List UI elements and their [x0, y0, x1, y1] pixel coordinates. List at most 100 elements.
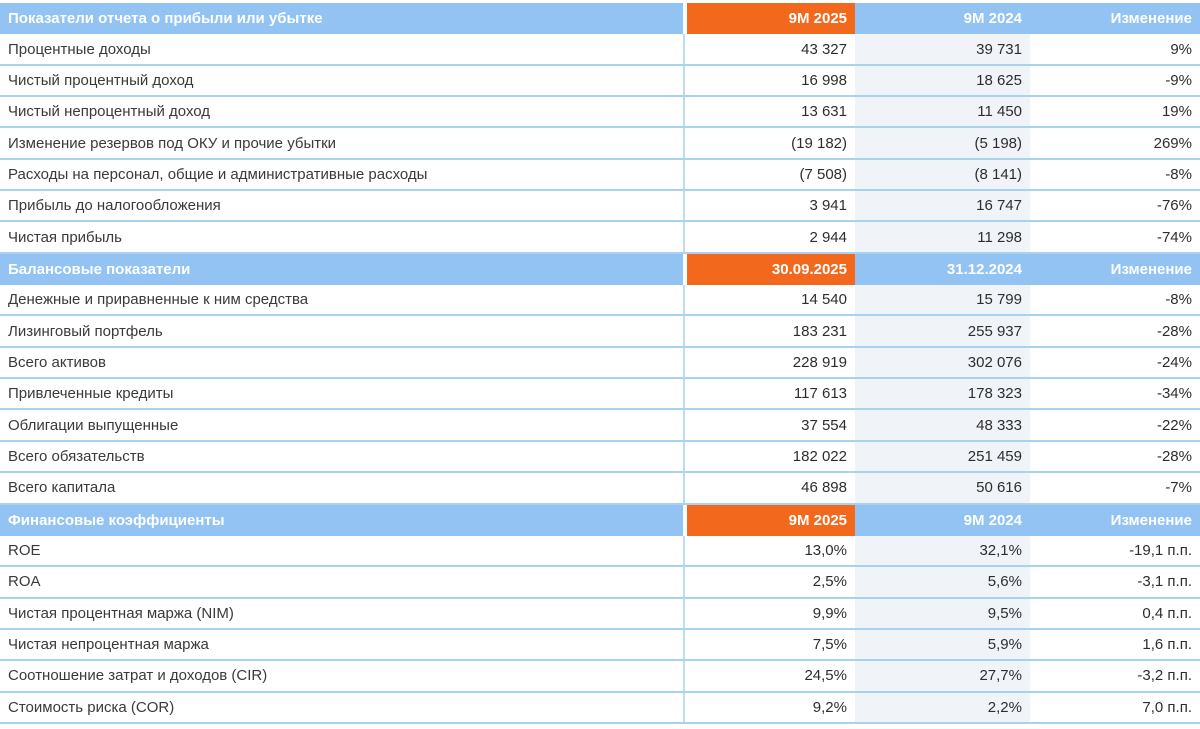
table-row: Лизинговый портфель 183 231 255 937 -28%	[0, 316, 1200, 348]
row-label: Чистая прибыль	[8, 228, 122, 246]
row-label: Расходы на персонал, общие и администрат…	[8, 165, 428, 183]
value-change: 0,4 п.п.	[1142, 604, 1192, 622]
value-change: 269%	[1153, 134, 1192, 152]
value-change: 7,0 п.п.	[1142, 698, 1192, 716]
value-period1: 117 613	[683, 379, 855, 409]
value-period2: 178 323	[855, 379, 1030, 409]
value-period1: 228 919	[683, 347, 855, 378]
column-header-period1: 30.09.2025	[683, 253, 855, 286]
value-period2: (5 198)	[855, 128, 1030, 158]
row-label: Соотношение затрат и доходов (CIR)	[8, 667, 268, 685]
table-row: Чистый процентный доход 16 998 18 625 -9…	[0, 65, 1200, 98]
table-row: Облигации выпущенные 37 554 48 333 -22%	[0, 410, 1200, 442]
value-period1: 3 941	[683, 191, 855, 221]
table-row: Стоимость риска (COR) 9,2% 2,2% 7,0 п.п.	[0, 692, 1200, 724]
row-label: Изменение резервов под ОКУ и прочие убыт…	[8, 134, 337, 152]
table-row: ROE 13,0% 32,1% -19,1 п.п.	[0, 535, 1200, 568]
value-change: -7%	[1165, 479, 1192, 497]
column-header-period2: 9M 2024	[855, 3, 1030, 35]
row-label: ROA	[8, 573, 41, 591]
value-period1: 9,2%	[683, 692, 855, 722]
value-period1: 14 540	[683, 285, 855, 315]
value-change: -19,1 п.п.	[1129, 542, 1192, 560]
column-header-change: Изменение	[1030, 504, 1200, 536]
table-row: Процентные доходы 43 327 39 731 9%	[0, 34, 1200, 66]
value-period1: 183 231	[683, 316, 855, 346]
row-label: Прибыль до налогообложения	[8, 197, 221, 215]
value-period2: 5,9%	[855, 629, 1030, 660]
value-period1: 46 898	[683, 473, 855, 503]
row-label: Всего обязательств	[8, 447, 145, 465]
row-label: ROE	[8, 542, 41, 560]
table-row: Изменение резервов под ОКУ и прочие убыт…	[0, 128, 1200, 160]
value-period2: 11 298	[855, 222, 1030, 252]
value-period1: 43 327	[683, 34, 855, 64]
table-row: ROA 2,5% 5,6% -3,1 п.п.	[0, 567, 1200, 599]
table-row: Соотношение затрат и доходов (CIR) 24,5%…	[0, 661, 1200, 693]
value-change: -74%	[1156, 228, 1192, 246]
value-period2: 5,6%	[855, 567, 1030, 597]
value-change: 19%	[1161, 103, 1192, 121]
value-period2: 16 747	[855, 191, 1030, 221]
column-header-period2: 9M 2024	[855, 504, 1030, 536]
column-header-period1: 9M 2025	[683, 504, 855, 536]
value-change: -8%	[1165, 165, 1192, 183]
value-change: -3,1 п.п.	[1137, 573, 1192, 591]
value-period1: 182 022	[683, 441, 855, 472]
value-period2: 11 450	[855, 97, 1030, 127]
value-period2: 255 937	[855, 316, 1030, 346]
section-header-row: Финансовые коэффициенты 9M 2025 9M 2024 …	[0, 504, 1200, 536]
column-header-change: Изменение	[1030, 3, 1200, 35]
value-change: -3,2 п.п.	[1137, 667, 1192, 685]
table-row: Прибыль до налогообложения 3 941 16 747 …	[0, 191, 1200, 223]
row-label: Лизинговый портфель	[8, 322, 163, 340]
row-label: Облигации выпущенные	[8, 416, 179, 434]
table-row: Всего активов 228 919 302 076 -24%	[0, 347, 1200, 380]
column-header-period2: 31.12.2024	[855, 253, 1030, 286]
value-period2: 39 731	[855, 34, 1030, 64]
table-row: Расходы на персонал, общие и администрат…	[0, 159, 1200, 192]
value-period1: 37 554	[683, 410, 855, 440]
value-period2: 27,7%	[855, 661, 1030, 691]
section-header-row: Балансовые показатели 30.09.2025 31.12.2…	[0, 253, 1200, 286]
row-label: Стоимость риска (COR)	[8, 698, 175, 716]
value-period1: (19 182)	[683, 128, 855, 158]
value-period2: (8 141)	[855, 159, 1030, 190]
value-period2: 50 616	[855, 473, 1030, 503]
table-row: Чистая процентная маржа (NIM) 9,9% 9,5% …	[0, 598, 1200, 630]
row-label: Чистая непроцентная маржа	[8, 636, 209, 654]
section-title: Балансовые показатели	[0, 253, 683, 286]
section-title: Финансовые коэффициенты	[0, 504, 683, 536]
value-change: -9%	[1165, 71, 1192, 89]
value-period1: 9,9%	[683, 598, 855, 628]
value-period1: (7 508)	[683, 159, 855, 190]
value-change: -28%	[1156, 322, 1192, 340]
value-change: -8%	[1165, 291, 1192, 309]
row-label: Всего активов	[8, 353, 106, 371]
value-change: -24%	[1156, 353, 1192, 371]
value-change: -28%	[1156, 447, 1192, 465]
row-label: Привлеченные кредиты	[8, 385, 174, 403]
value-change: -34%	[1156, 385, 1192, 403]
table-row: Всего обязательств 182 022 251 459 -28%	[0, 441, 1200, 474]
row-label: Процентные доходы	[8, 40, 151, 58]
section-header-row: Показатели отчета о прибыли или убытке 9…	[0, 3, 1200, 35]
value-period1: 16 998	[683, 65, 855, 96]
value-period2: 18 625	[855, 65, 1030, 96]
value-period2: 9,5%	[855, 598, 1030, 628]
value-period2: 302 076	[855, 347, 1030, 378]
table-row: Денежные и приравненные к ним средства 1…	[0, 285, 1200, 317]
table-row: Привлеченные кредиты 117 613 178 323 -34…	[0, 379, 1200, 411]
value-period2: 15 799	[855, 285, 1030, 315]
row-label: Чистая процентная маржа (NIM)	[8, 604, 234, 622]
row-label: Чистый процентный доход	[8, 71, 194, 89]
value-change: 1,6 п.п.	[1142, 636, 1192, 654]
value-period1: 13 631	[683, 97, 855, 127]
row-label: Чистый непроцентный доход	[8, 103, 211, 121]
table-row: Чистый непроцентный доход 13 631 11 450 …	[0, 97, 1200, 129]
value-period1: 13,0%	[683, 535, 855, 566]
value-period2: 2,2%	[855, 692, 1030, 722]
value-change: 9%	[1170, 40, 1192, 58]
table-row: Чистая непроцентная маржа 7,5% 5,9% 1,6 …	[0, 629, 1200, 662]
